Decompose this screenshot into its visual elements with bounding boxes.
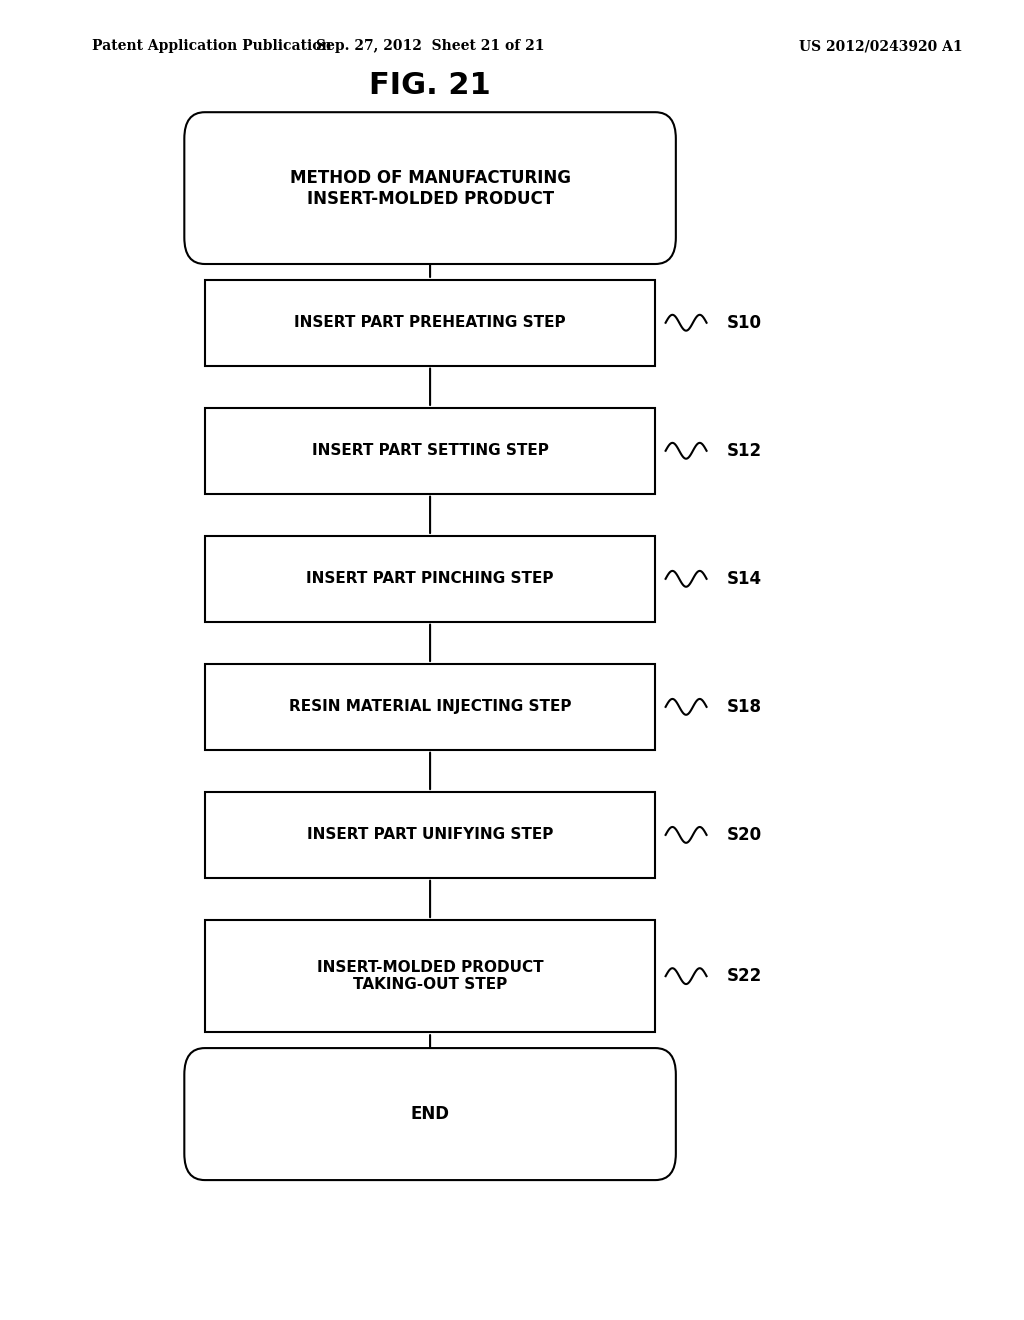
Text: S18: S18 — [727, 698, 762, 715]
Text: S12: S12 — [727, 442, 762, 459]
Text: RESIN MATERIAL INJECTING STEP: RESIN MATERIAL INJECTING STEP — [289, 700, 571, 714]
FancyBboxPatch shape — [205, 792, 655, 878]
FancyBboxPatch shape — [205, 408, 655, 494]
Text: FIG. 21: FIG. 21 — [370, 71, 490, 100]
Text: Patent Application Publication: Patent Application Publication — [92, 40, 332, 53]
Text: S22: S22 — [727, 968, 762, 985]
FancyBboxPatch shape — [205, 664, 655, 750]
Text: METHOD OF MANUFACTURING
INSERT-MOLDED PRODUCT: METHOD OF MANUFACTURING INSERT-MOLDED PR… — [290, 169, 570, 207]
FancyBboxPatch shape — [205, 920, 655, 1032]
Text: INSERT PART PREHEATING STEP: INSERT PART PREHEATING STEP — [294, 315, 566, 330]
Text: END: END — [411, 1105, 450, 1123]
Text: INSERT PART UNIFYING STEP: INSERT PART UNIFYING STEP — [307, 828, 553, 842]
Text: INSERT PART PINCHING STEP: INSERT PART PINCHING STEP — [306, 572, 554, 586]
FancyBboxPatch shape — [184, 1048, 676, 1180]
FancyBboxPatch shape — [205, 536, 655, 622]
Text: S20: S20 — [727, 826, 762, 843]
Text: INSERT PART SETTING STEP: INSERT PART SETTING STEP — [311, 444, 549, 458]
FancyBboxPatch shape — [184, 112, 676, 264]
Text: INSERT-MOLDED PRODUCT
TAKING-OUT STEP: INSERT-MOLDED PRODUCT TAKING-OUT STEP — [316, 960, 544, 993]
Text: S10: S10 — [727, 314, 762, 331]
Text: Sep. 27, 2012  Sheet 21 of 21: Sep. 27, 2012 Sheet 21 of 21 — [315, 40, 545, 53]
FancyBboxPatch shape — [205, 280, 655, 366]
Text: S14: S14 — [727, 570, 762, 587]
Text: US 2012/0243920 A1: US 2012/0243920 A1 — [799, 40, 963, 53]
